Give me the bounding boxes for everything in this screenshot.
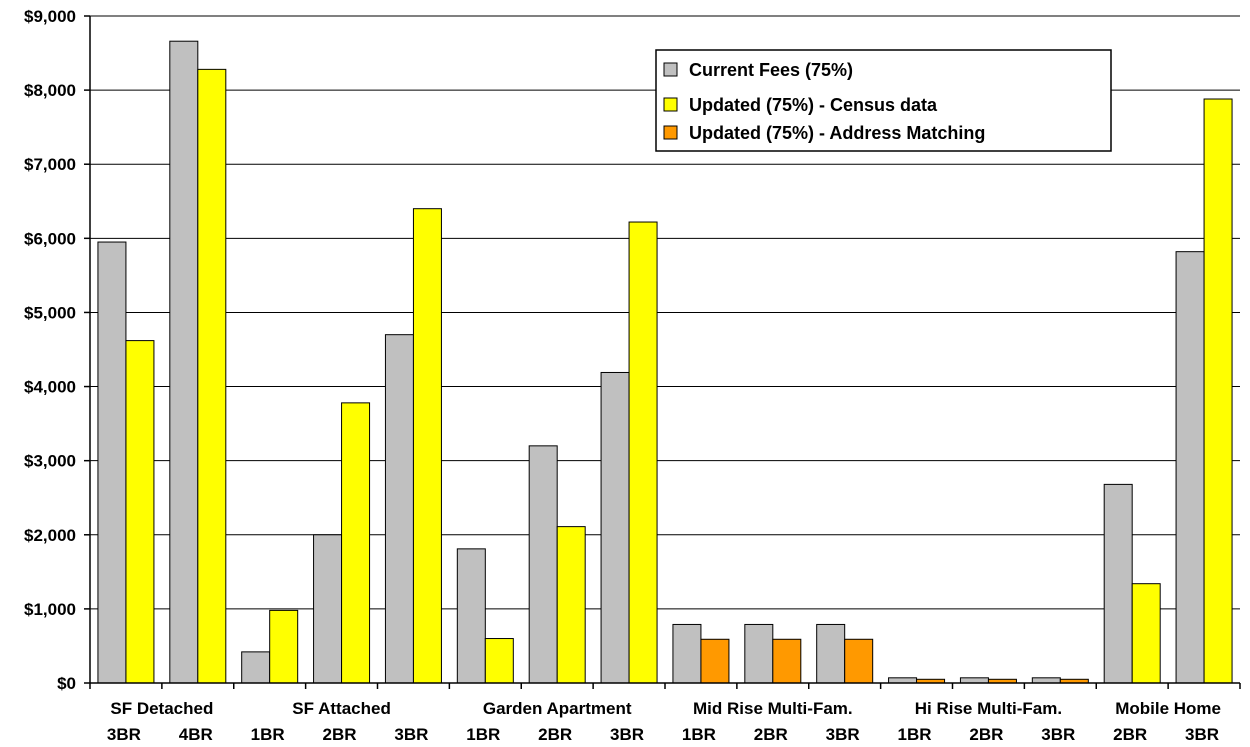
legend-swatch-current xyxy=(663,62,678,77)
bar-current-fees xyxy=(528,445,558,684)
y-tick-label: $5,000 xyxy=(24,303,76,322)
legend-box xyxy=(655,49,1112,152)
bar-census-data xyxy=(412,208,442,684)
bar-current-fees xyxy=(744,623,774,684)
category-label: 1BR xyxy=(466,725,500,744)
bar-current-fees xyxy=(888,677,918,684)
bar-census-data xyxy=(484,638,514,684)
bar-current-fees xyxy=(959,677,989,684)
category-label: 2BR xyxy=(323,725,357,744)
category-label: 2BR xyxy=(754,725,788,744)
legend-label-current: Current Fees (75%) xyxy=(689,60,853,80)
bar-census-data xyxy=(197,68,227,684)
bar-current-fees xyxy=(241,651,271,684)
bar-current-fees xyxy=(600,371,630,684)
category-label: 2BR xyxy=(538,725,572,744)
bar-current-fees xyxy=(384,334,414,684)
bar-current-fees xyxy=(97,241,127,684)
bar-census-data xyxy=(269,609,299,684)
legend-label-address: Updated (75%) - Address Matching xyxy=(689,123,985,143)
y-tick-label: $3,000 xyxy=(24,452,76,471)
y-axis-ticks: $0 $1,000 $2,000 $3,000 $4,000 $5,000 $6,000 $7… xyxy=(24,7,90,693)
bar-census-data xyxy=(628,221,658,684)
bar-current-fees xyxy=(1031,677,1061,684)
x-axis-ticks xyxy=(89,683,1241,689)
bar-census-data xyxy=(1203,98,1233,684)
y-tick-label: $7,000 xyxy=(24,155,76,174)
category-label: 3BR xyxy=(1041,725,1075,744)
group-label: SF Attached xyxy=(292,699,391,718)
bar-current-fees xyxy=(672,623,702,684)
bar-census-data xyxy=(125,340,155,684)
gridlines xyxy=(90,15,1240,610)
bar-census-data xyxy=(341,402,371,684)
bar-current-fees xyxy=(169,40,199,684)
category-label: 1BR xyxy=(251,725,285,744)
category-label: 3BR xyxy=(826,725,860,744)
legend-label-census: Updated (75%) - Census data xyxy=(689,95,938,115)
bar-current-fees xyxy=(1103,483,1133,684)
group-label: Hi Rise Multi-Fam. xyxy=(915,699,1062,718)
group-label: Garden Apartment xyxy=(483,699,632,718)
legend-swatch-address xyxy=(663,125,678,140)
bar-address-matching xyxy=(772,638,802,684)
y-tick-label: $9,000 xyxy=(24,7,76,26)
category-labels: 3BR 4BR 1BR 2BR 3BR 1BR 2BR 3BR 1BR 2BR 3BR 1BR 2BR 3… xyxy=(107,725,1219,744)
category-label: 4BR xyxy=(179,725,213,744)
group-labels: SF Detached SF Attached Garden Apartment Mi… xyxy=(110,699,1221,718)
bar-current-fees xyxy=(1175,251,1205,684)
category-label: 3BR xyxy=(394,725,428,744)
y-tick-label: $1,000 xyxy=(24,600,76,619)
category-label: 2BR xyxy=(1113,725,1147,744)
bar-current-fees xyxy=(456,548,486,684)
y-tick-label: $8,000 xyxy=(24,81,76,100)
bar-census-data xyxy=(1131,583,1161,684)
y-tick-label: $6,000 xyxy=(24,229,76,248)
y-tick-label: $2,000 xyxy=(24,526,76,545)
bar-census-data xyxy=(556,526,586,684)
category-label: 1BR xyxy=(682,725,716,744)
category-label: 1BR xyxy=(898,725,932,744)
group-label: Mid Rise Multi-Fam. xyxy=(693,699,853,718)
category-label: 2BR xyxy=(969,725,1003,744)
bar-current-fees xyxy=(313,534,343,684)
bar-current-fees xyxy=(816,623,846,684)
bars xyxy=(97,40,1233,684)
category-label: 3BR xyxy=(610,725,644,744)
legend: Current Fees (75%) Updated (75%) - Censu… xyxy=(655,49,1112,152)
group-label: Mobile Home xyxy=(1115,699,1221,718)
y-tick-label: $0 xyxy=(57,674,76,693)
category-label: 3BR xyxy=(1185,725,1219,744)
legend-swatch-census xyxy=(663,97,678,112)
y-tick-label: $4,000 xyxy=(24,378,76,397)
category-label: 3BR xyxy=(107,725,141,744)
group-label: SF Detached xyxy=(110,699,213,718)
bar-address-matching xyxy=(844,638,874,684)
bar-address-matching xyxy=(700,638,730,684)
